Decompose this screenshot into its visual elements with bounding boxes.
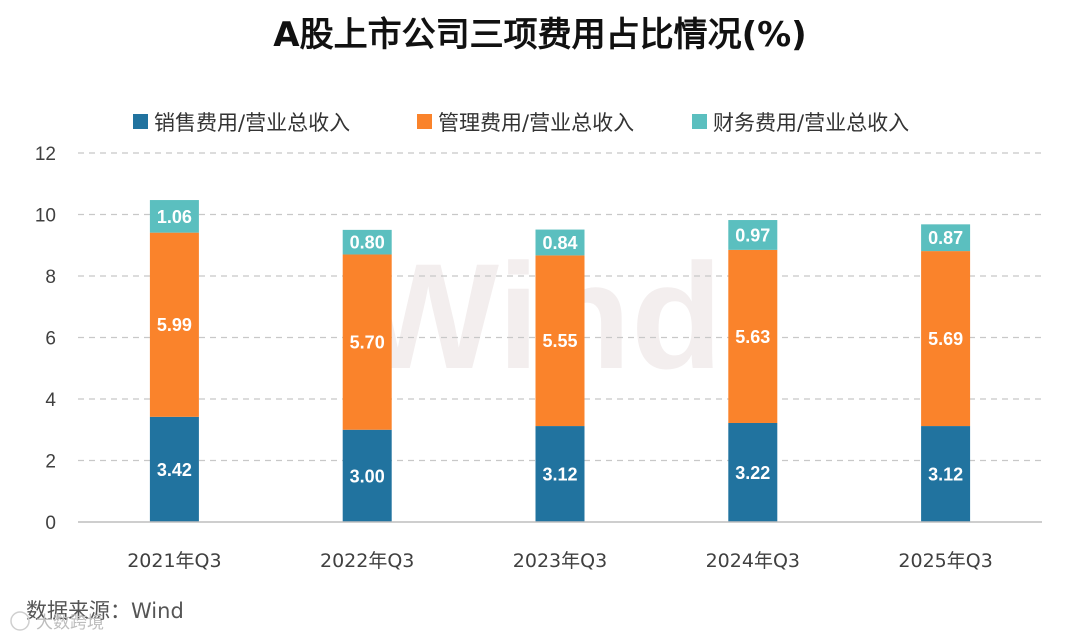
bar-data-label: 3.12 bbox=[928, 465, 963, 485]
bar-data-label: 3.00 bbox=[350, 466, 385, 486]
legend-label: 销售费用/营业总收入 bbox=[154, 111, 350, 135]
bar-data-label: 0.84 bbox=[542, 233, 577, 253]
chart-title: A股上市公司三项费用占比情况(%) bbox=[273, 15, 806, 55]
x-tick-label: 2025年Q3 bbox=[898, 550, 992, 572]
bar-data-label: 0.87 bbox=[928, 228, 963, 248]
bar-data-label: 5.69 bbox=[928, 329, 963, 349]
bar-data-label: 1.06 bbox=[157, 207, 192, 227]
y-axis: 0 2 4 6 8 10 12 bbox=[35, 144, 57, 534]
bar-segment bbox=[535, 255, 585, 427]
bar-segment bbox=[728, 220, 778, 250]
y-tick-label: 8 bbox=[45, 267, 56, 288]
bar-data-label: 5.99 bbox=[157, 315, 192, 335]
gridlines bbox=[78, 152, 1042, 462]
bar-segment bbox=[921, 426, 971, 522]
bar-data-label: 3.42 bbox=[157, 460, 192, 480]
bar-segment bbox=[149, 416, 199, 522]
bars: 3.42 5.99 1.06 3.00 5.70 0.80 3.12 5.55 0.84 3.22… bbox=[149, 200, 971, 522]
bar-data-label: 5.55 bbox=[542, 331, 577, 351]
bar-segment bbox=[921, 251, 971, 427]
bar-segment bbox=[921, 224, 971, 252]
bar-data-label: 3.12 bbox=[542, 465, 577, 485]
bar-segment bbox=[535, 229, 585, 256]
bar-data-label: 0.97 bbox=[735, 225, 770, 245]
x-tick-label: 2021年Q3 bbox=[127, 550, 221, 572]
bar-data-label: 5.70 bbox=[350, 333, 385, 353]
bar-data-label: 3.22 bbox=[735, 463, 770, 483]
bar-data-label: 5.63 bbox=[735, 327, 770, 347]
legend-swatch bbox=[417, 114, 432, 129]
x-tick-label: 2022年Q3 bbox=[320, 550, 414, 572]
bar-segment bbox=[342, 429, 392, 522]
legend-swatch bbox=[692, 114, 707, 129]
x-tick-label: 2023年Q3 bbox=[513, 550, 607, 572]
y-tick-label: 10 bbox=[35, 206, 56, 227]
bar-segment bbox=[149, 232, 199, 417]
y-tick-label: 2 bbox=[45, 452, 56, 473]
source-note: 数据来源：Wind bbox=[26, 599, 184, 623]
x-axis: 2021年Q3 2022年Q3 2023年Q3 2024年Q3 2025年Q3 bbox=[78, 521, 1042, 572]
bar-data-label: 0.80 bbox=[350, 233, 385, 253]
legend-label: 财务费用/营业总收入 bbox=[713, 111, 909, 135]
bar-segment bbox=[342, 254, 392, 430]
bar-segment bbox=[149, 200, 199, 233]
bar-segment bbox=[342, 229, 392, 255]
legend: 销售费用/营业总收入 管理费用/营业总收入 财务费用/营业总收入 bbox=[133, 111, 909, 135]
credit-logo-icon bbox=[10, 611, 30, 631]
y-tick-label: 12 bbox=[35, 144, 56, 165]
bar-segment bbox=[728, 249, 778, 423]
credit-mark: 大数跨境 bbox=[10, 611, 104, 633]
y-tick-label: 6 bbox=[45, 329, 56, 350]
y-tick-label: 0 bbox=[45, 513, 56, 534]
y-tick-label: 4 bbox=[45, 390, 56, 411]
legend-swatch bbox=[133, 114, 148, 129]
bar-segment bbox=[535, 426, 585, 522]
x-tick-label: 2024年Q3 bbox=[706, 550, 800, 572]
legend-label: 管理费用/营业总收入 bbox=[438, 111, 634, 135]
credit-text: 大数跨境 bbox=[36, 613, 104, 633]
bar-segment bbox=[728, 422, 778, 522]
